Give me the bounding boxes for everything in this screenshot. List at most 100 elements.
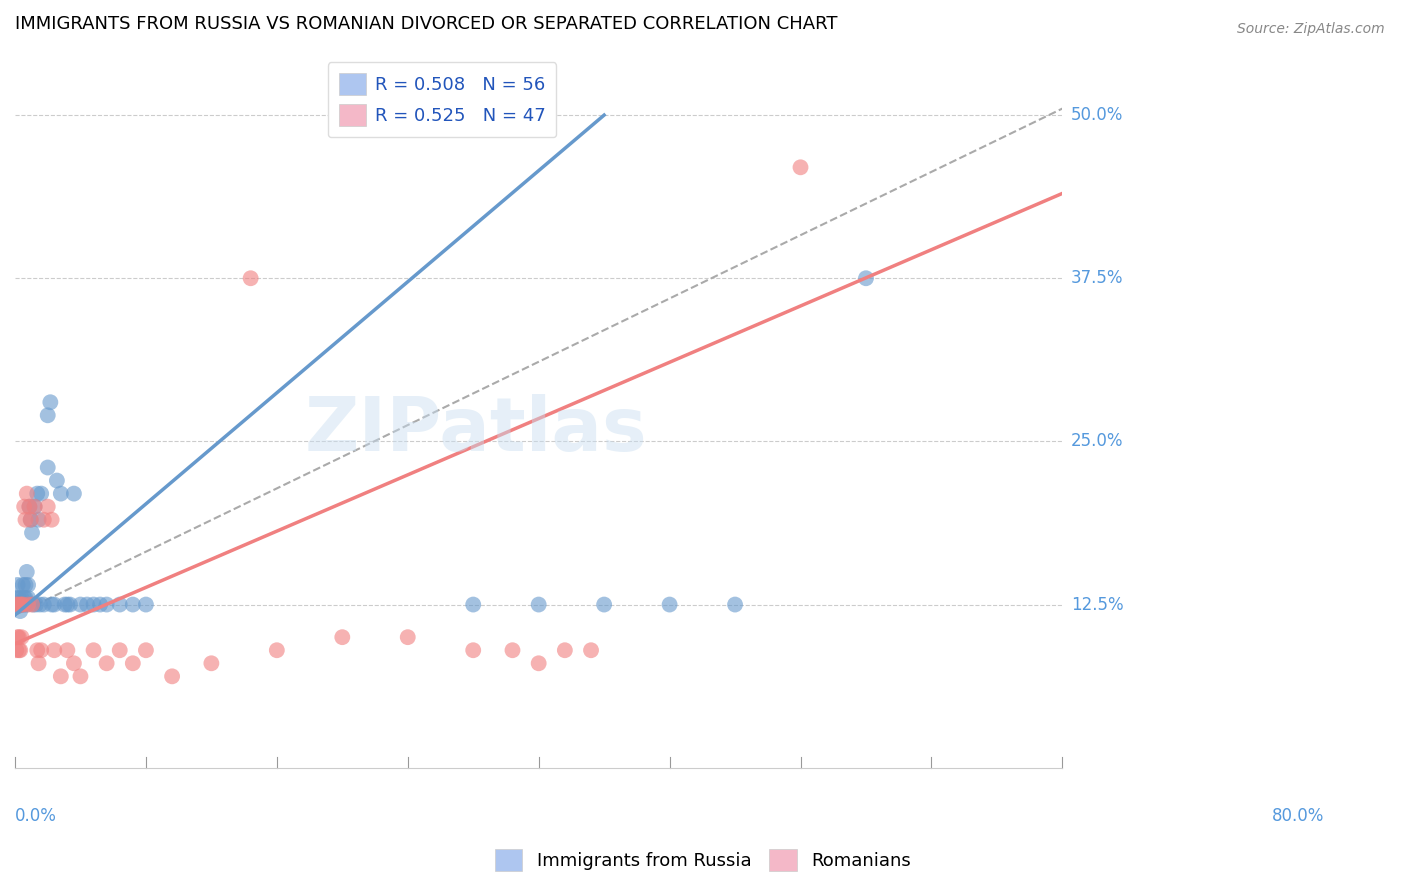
- Point: [56, 643, 79, 657]
- Point: [7, 598, 30, 612]
- Text: Source: ZipAtlas.com: Source: ZipAtlas.com: [1237, 22, 1385, 37]
- Point: [7, 643, 30, 657]
- Point: [18, 500, 41, 514]
- Point: [502, 643, 524, 657]
- Point: [53, 598, 76, 612]
- Point: [239, 271, 262, 285]
- Point: [266, 643, 288, 657]
- Point: [6, 598, 28, 612]
- Point: [7, 630, 30, 644]
- Point: [37, 409, 59, 423]
- Point: [69, 669, 91, 683]
- Point: [27, 513, 49, 527]
- Text: 25.0%: 25.0%: [1071, 433, 1123, 450]
- Point: [30, 643, 52, 657]
- Point: [7, 598, 30, 612]
- Point: [135, 598, 157, 612]
- Point: [8, 604, 31, 618]
- Point: [6, 643, 28, 657]
- Point: [135, 643, 157, 657]
- Point: [7, 591, 30, 605]
- Point: [330, 630, 353, 644]
- Point: [69, 598, 91, 612]
- Point: [7, 598, 30, 612]
- Point: [37, 460, 59, 475]
- Point: [11, 578, 34, 592]
- Point: [21, 525, 44, 540]
- Point: [20, 513, 42, 527]
- Point: [14, 591, 37, 605]
- Point: [25, 598, 48, 612]
- Point: [200, 657, 222, 671]
- Text: ZIPatlas: ZIPatlas: [305, 393, 647, 467]
- Point: [49, 486, 72, 500]
- Point: [10, 591, 32, 605]
- Point: [11, 598, 34, 612]
- Point: [463, 643, 485, 657]
- Point: [18, 500, 41, 514]
- Point: [121, 598, 143, 612]
- Point: [579, 643, 602, 657]
- Legend: Immigrants from Russia, Romanians: Immigrants from Russia, Romanians: [488, 842, 918, 879]
- Point: [789, 161, 811, 175]
- Point: [160, 669, 183, 683]
- Point: [41, 598, 63, 612]
- Point: [13, 598, 35, 612]
- Point: [83, 643, 105, 657]
- Point: [14, 513, 37, 527]
- Point: [28, 598, 51, 612]
- Point: [593, 598, 616, 612]
- Point: [658, 598, 681, 612]
- Point: [44, 643, 66, 657]
- Text: IMMIGRANTS FROM RUSSIA VS ROMANIAN DIVORCED OR SEPARATED CORRELATION CHART: IMMIGRANTS FROM RUSSIA VS ROMANIAN DIVOR…: [15, 15, 838, 33]
- Point: [7, 630, 30, 644]
- Point: [11, 598, 34, 612]
- Point: [44, 598, 66, 612]
- Point: [10, 630, 32, 644]
- Point: [8, 598, 31, 612]
- Text: 0.0%: 0.0%: [15, 807, 56, 825]
- Point: [63, 657, 86, 671]
- Point: [396, 630, 419, 644]
- Point: [121, 657, 143, 671]
- Point: [6, 591, 28, 605]
- Point: [855, 271, 877, 285]
- Text: 12.5%: 12.5%: [1071, 596, 1123, 614]
- Point: [89, 598, 111, 612]
- Point: [32, 598, 55, 612]
- Point: [724, 598, 747, 612]
- Point: [463, 598, 485, 612]
- Text: 50.0%: 50.0%: [1071, 106, 1123, 124]
- Point: [24, 500, 46, 514]
- Legend: R = 0.508   N = 56, R = 0.525   N = 47: R = 0.508 N = 56, R = 0.525 N = 47: [328, 62, 557, 137]
- Point: [59, 598, 82, 612]
- Point: [63, 486, 86, 500]
- Point: [20, 513, 42, 527]
- Point: [21, 598, 44, 612]
- Point: [17, 578, 39, 592]
- Point: [25, 486, 48, 500]
- Point: [108, 643, 131, 657]
- Point: [13, 591, 35, 605]
- Point: [15, 565, 38, 579]
- Point: [39, 395, 62, 409]
- Point: [83, 598, 105, 612]
- Point: [10, 598, 32, 612]
- Point: [8, 598, 31, 612]
- Point: [27, 657, 49, 671]
- Point: [14, 578, 37, 592]
- Point: [7, 578, 30, 592]
- Point: [24, 500, 46, 514]
- Point: [25, 643, 48, 657]
- Point: [56, 598, 79, 612]
- Point: [76, 598, 98, 612]
- Point: [41, 513, 63, 527]
- Point: [37, 500, 59, 514]
- Point: [6, 598, 28, 612]
- Point: [17, 591, 39, 605]
- Point: [17, 598, 39, 612]
- Point: [10, 598, 32, 612]
- Point: [15, 598, 38, 612]
- Point: [15, 486, 38, 500]
- Point: [108, 598, 131, 612]
